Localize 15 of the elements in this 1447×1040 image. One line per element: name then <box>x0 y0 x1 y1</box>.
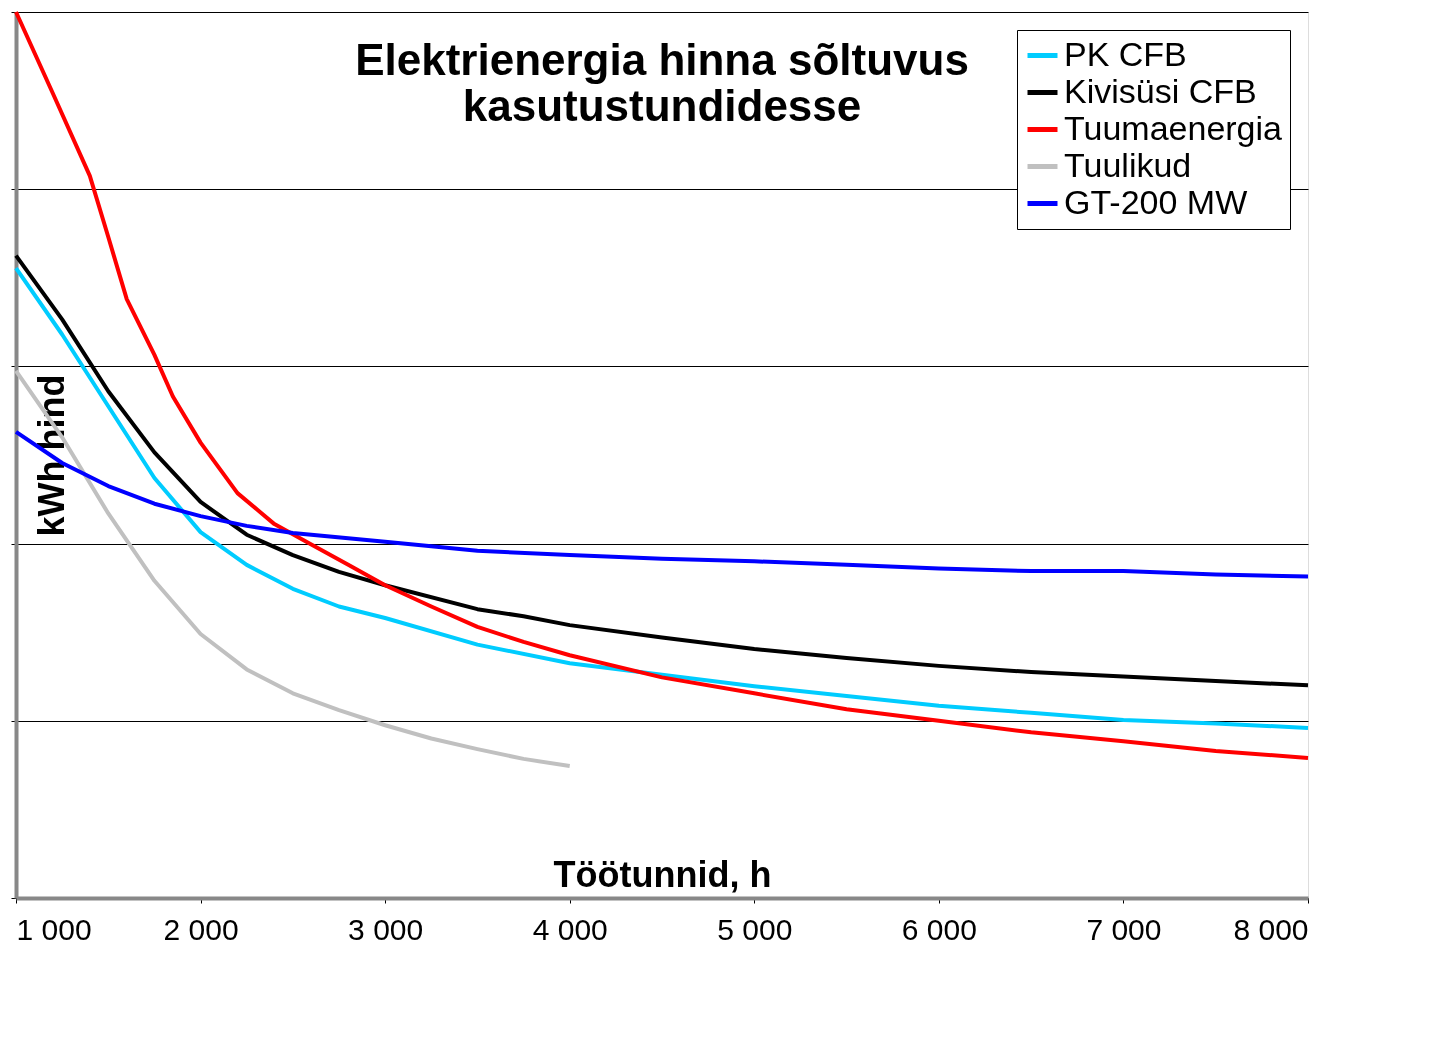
text: Elektrienergia hinna sõltuvus <box>355 35 969 84</box>
legend-label: Tuulikud <box>1064 145 1192 184</box>
x-tick-label: 5 000 <box>717 912 793 946</box>
x-tick-label: 6 000 <box>901 912 977 946</box>
legend-label: Kivisüsi CFB <box>1064 71 1257 110</box>
legend-label: PK CFB <box>1064 34 1187 73</box>
x-tick-label: 1 000 <box>16 912 92 946</box>
legend-label: GT-200 MW <box>1064 182 1248 221</box>
x-tick-label: 8 000 <box>1233 912 1309 946</box>
x-tick-label: 7 000 <box>1086 912 1162 946</box>
x-axis-title: Töötunnid, h <box>553 853 772 895</box>
x-tick-label: 2 000 <box>163 912 239 946</box>
x-tick-label: 4 000 <box>532 912 608 946</box>
legend-label: Tuumaenergia <box>1064 108 1283 147</box>
x-tick-label: 3 000 <box>348 912 424 946</box>
